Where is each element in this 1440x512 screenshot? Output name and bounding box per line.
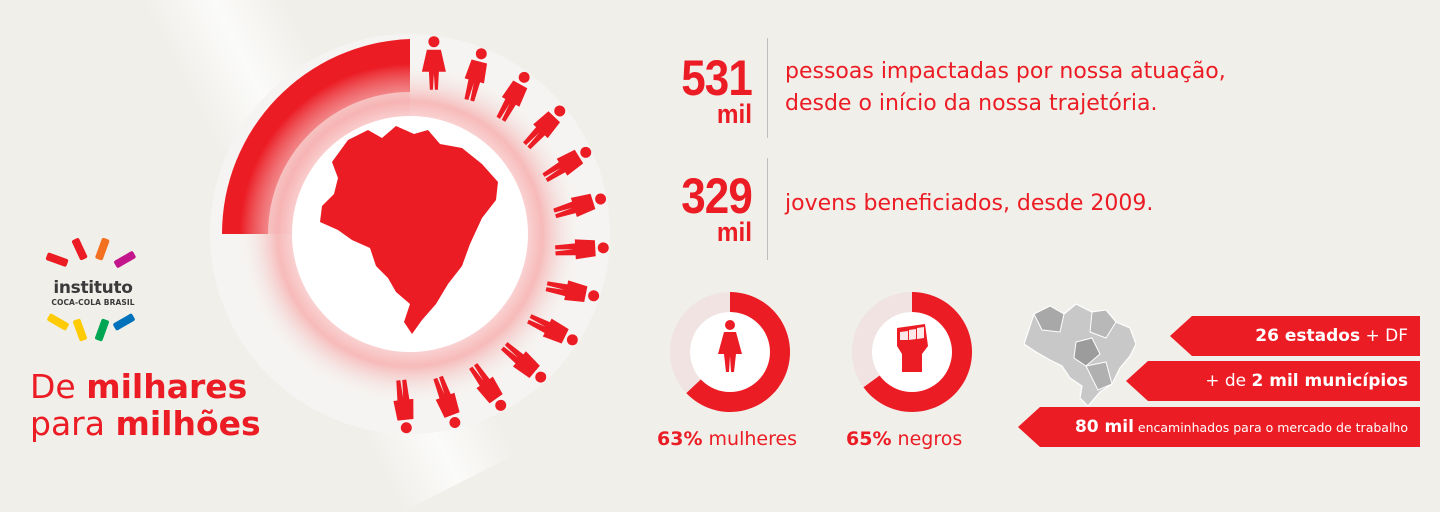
logo-subtitle: COCA-COLA BRASIL bbox=[51, 298, 135, 307]
person-icon bbox=[542, 146, 592, 183]
person-icon bbox=[393, 379, 414, 434]
women-percent-label: 63% mulheres bbox=[657, 428, 798, 450]
logo-ray bbox=[71, 238, 88, 261]
person-icon bbox=[421, 36, 446, 90]
brazil-states-map bbox=[1020, 292, 1140, 416]
brazil-map-icon bbox=[320, 126, 498, 334]
people-figures bbox=[393, 36, 609, 434]
stat-1-line-2: desde o início da nossa trajetória. bbox=[785, 91, 1158, 116]
logo-ray bbox=[95, 237, 110, 261]
logo-ray bbox=[45, 252, 69, 267]
stat-1-number: 531 bbox=[681, 50, 753, 106]
raised-fist-icon bbox=[897, 324, 928, 372]
headline-line-1: De milhares bbox=[30, 367, 248, 406]
person-icon bbox=[433, 375, 461, 429]
logo-ray bbox=[114, 251, 136, 268]
map-region-north bbox=[1033, 305, 1065, 333]
map-region-southeast bbox=[1085, 361, 1113, 391]
stat-1-line-1: pessoas impactadas por nossa atuação, bbox=[785, 59, 1226, 84]
person-icon bbox=[527, 314, 578, 346]
people-ring-svg bbox=[210, 34, 610, 434]
headline: De milhares para milhões bbox=[30, 368, 261, 442]
woman-icon bbox=[718, 320, 742, 372]
brazil-states-svg bbox=[1023, 303, 1137, 407]
stat-2-divider bbox=[767, 158, 768, 260]
stat-1-text: pessoas impactadas por nossa atuação, de… bbox=[785, 56, 1226, 120]
map-region-northeast bbox=[1089, 309, 1117, 339]
women-percent-chart bbox=[668, 290, 792, 418]
stat-2-line-1: jovens beneficiados, desde 2009. bbox=[785, 191, 1154, 216]
women-donut bbox=[670, 292, 791, 412]
jobs-ribbon: 80 mil encaminhados para o mercado de tr… bbox=[1018, 407, 1420, 447]
stat-2-number: 329 bbox=[681, 168, 753, 224]
municipalities-ribbon: + de 2 mil municípios bbox=[1126, 361, 1420, 401]
person-icon bbox=[555, 239, 609, 260]
logo-rays bbox=[45, 237, 136, 342]
person-icon bbox=[523, 105, 566, 150]
person-icon bbox=[545, 280, 600, 303]
person-icon bbox=[500, 342, 547, 383]
black-donut bbox=[852, 292, 973, 412]
black-percent-label: 65% negros bbox=[846, 428, 963, 450]
logo-ray bbox=[47, 313, 69, 331]
stat-2-text: jovens beneficiados, desde 2009. bbox=[785, 188, 1153, 220]
person-icon bbox=[553, 193, 607, 219]
logo-ray bbox=[113, 313, 135, 331]
logo-wordmark: instituto bbox=[53, 278, 133, 298]
person-icon bbox=[496, 71, 530, 122]
stat-2-figure: 329 mil bbox=[640, 168, 753, 247]
stat-1-unit: mil bbox=[716, 99, 752, 129]
headline-line-2: para milhões bbox=[30, 404, 261, 443]
instituto-logo: instituto COCA-COLA BRASIL bbox=[36, 230, 146, 350]
person-icon bbox=[469, 363, 507, 411]
people-ring-visual bbox=[200, 22, 620, 446]
map-region-center bbox=[1073, 337, 1101, 367]
stat-1-divider bbox=[767, 38, 768, 138]
black-percent-chart bbox=[850, 290, 974, 418]
stat-1-figure: 531 mil bbox=[640, 50, 753, 129]
logo-ray bbox=[73, 318, 87, 342]
stat-2-unit: mil bbox=[716, 217, 752, 247]
states-ribbon: 26 estados + DF bbox=[1170, 316, 1420, 356]
person-icon bbox=[464, 48, 488, 102]
logo-ray bbox=[95, 318, 109, 342]
